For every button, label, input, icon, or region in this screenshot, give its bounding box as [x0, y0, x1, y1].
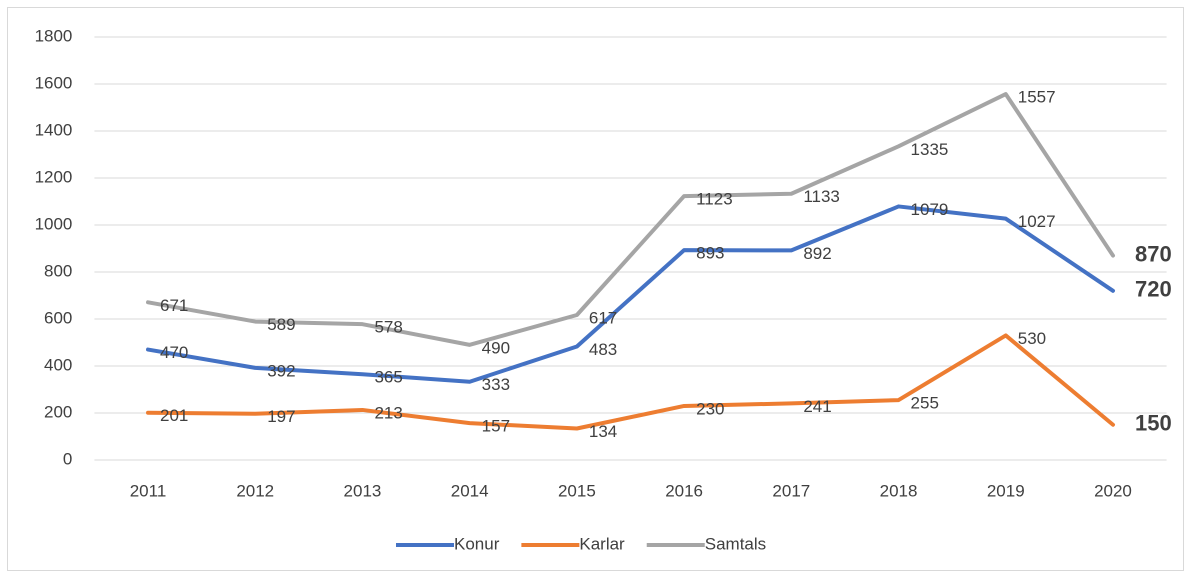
data-label: 213: [374, 403, 402, 422]
data-label: 483: [589, 340, 617, 359]
data-label: 255: [911, 394, 939, 413]
data-label: 1079: [911, 200, 949, 219]
x-tick-label: 2019: [987, 481, 1025, 500]
x-tick-label: 2016: [665, 481, 703, 500]
data-label: 1133: [803, 187, 840, 206]
data-label: 720: [1135, 277, 1172, 302]
data-label: 150: [1135, 411, 1172, 436]
data-label: 578: [374, 318, 402, 337]
y-tick-label: 0: [63, 449, 72, 468]
y-tick-label: 1000: [35, 214, 73, 233]
data-label: 1335: [911, 140, 949, 159]
y-tick-label: 1800: [35, 26, 73, 45]
data-label: 1027: [1018, 212, 1056, 231]
y-tick-label: 1600: [35, 73, 73, 92]
y-tick-label: 1200: [35, 167, 73, 186]
data-label: 1557: [1018, 88, 1056, 107]
data-label: 617: [589, 308, 617, 327]
data-label: 230: [696, 399, 724, 418]
y-tick-label: 200: [44, 402, 72, 421]
data-label: 134: [589, 422, 617, 441]
x-tick-label: 2020: [1094, 481, 1132, 500]
y-tick-label: 600: [44, 308, 72, 327]
data-label: 392: [267, 361, 295, 380]
series-line: [146, 333, 1115, 431]
x-tick-label: 2013: [344, 481, 382, 500]
y-tick-label: 800: [44, 261, 72, 280]
y-tick-label: 1400: [35, 120, 73, 139]
series-line: [146, 92, 1115, 347]
data-label: 490: [482, 338, 510, 357]
x-tick-label: 2018: [880, 481, 918, 500]
y-tick-label: 400: [44, 355, 72, 374]
data-label: 157: [482, 417, 510, 436]
legend-label: Konur: [454, 534, 500, 553]
data-label: 197: [267, 407, 295, 426]
legend-label: Samtals: [705, 534, 766, 553]
legend-label: Karlar: [579, 534, 625, 553]
data-label: 201: [160, 406, 188, 425]
data-label: 589: [267, 315, 295, 334]
series-line: [146, 204, 1115, 384]
data-label: 893: [696, 244, 724, 263]
x-tick-label: 2012: [236, 481, 274, 500]
data-label: 1123: [696, 190, 733, 209]
x-tick-label: 2015: [558, 481, 596, 500]
x-tick-label: 2017: [772, 481, 810, 500]
x-tick-label: 2011: [130, 481, 167, 500]
data-label: 530: [1018, 329, 1046, 348]
data-label: 241: [803, 397, 831, 416]
data-label: 333: [482, 375, 510, 394]
data-label: 470: [160, 343, 188, 362]
data-label: 870: [1135, 241, 1172, 266]
x-tick-label: 2014: [451, 481, 489, 500]
data-label: 892: [803, 244, 831, 263]
data-label: 671: [160, 296, 188, 315]
data-label: 365: [374, 368, 402, 387]
